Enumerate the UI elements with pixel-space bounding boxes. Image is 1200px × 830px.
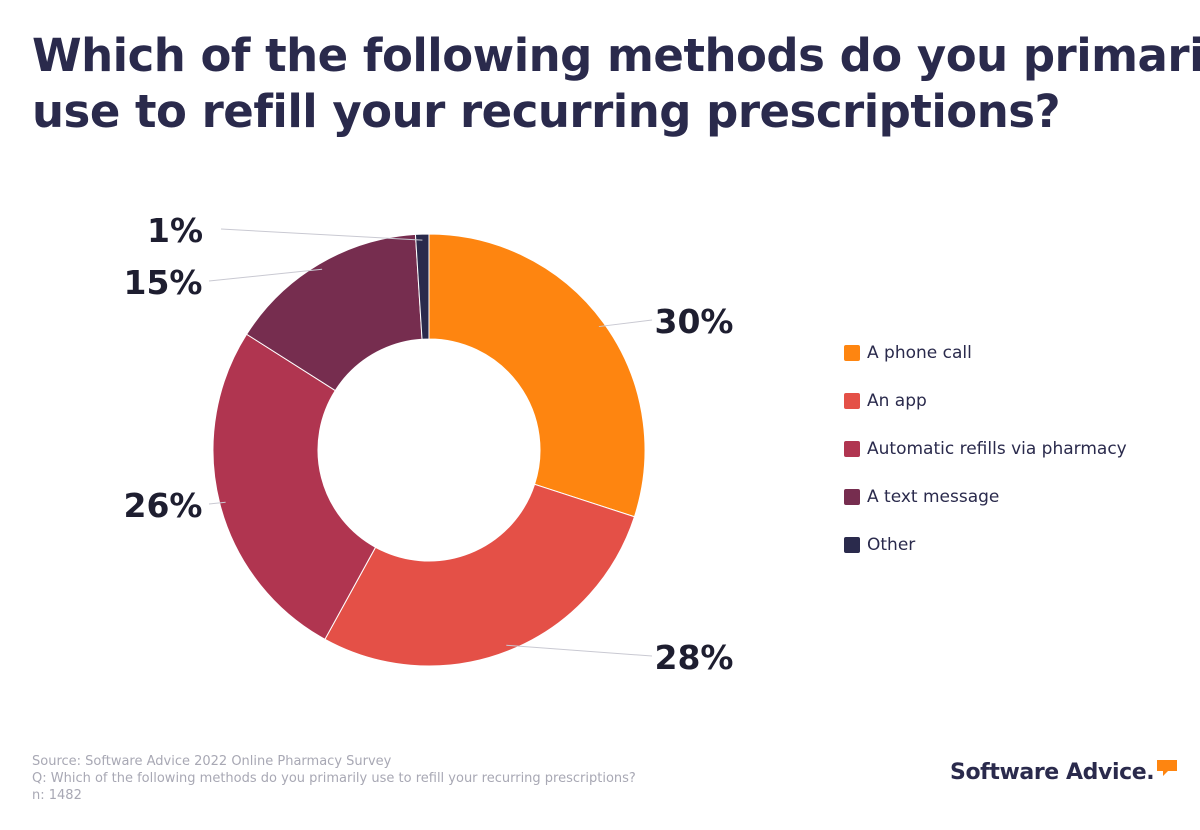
data-label-1: 30% [655,302,734,341]
leader-line-5 [220,228,423,241]
leader-line-1 [598,319,653,328]
data-labels: 30% 28% 26% 15% 1% [124,211,734,677]
donut-slice-4 [245,233,423,392]
legend-item: Other [844,533,1127,557]
legend-item: A phone call [844,341,1127,365]
legend-label: A phone call [867,343,972,363]
legend-label: Automatic refills via pharmacy [867,439,1127,459]
donut-slice-2 [324,483,636,667]
speech-bubble-icon [1157,760,1178,776]
leader-lines [208,228,653,657]
source-notes: Source: Software Advice 2022 Online Phar… [32,753,636,804]
data-label-5: 1% [147,211,203,250]
data-label-4: 15% [124,263,203,302]
chart-title: Which of the following methods do you pr… [32,28,1200,140]
legend-swatch [844,441,860,457]
donut-slice-5 [414,233,430,340]
leader-line-4 [208,268,323,282]
legend-swatch [844,393,860,409]
brand-logo: Software Advice. [950,758,1178,788]
chart-title-line-2: use to refill your recurring prescriptio… [32,85,1061,138]
source-note: Source: Software Advice 2022 Online Phar… [32,754,392,769]
legend-label: A text message [867,487,1000,507]
legend: A phone call An app Automatic refills via … [844,341,1127,581]
data-label-3: 26% [124,486,203,525]
leader-line-2 [506,644,653,657]
chart-title-line-1: Which of the following methods do you pr… [32,29,1200,82]
donut-slices [212,233,646,667]
legend-label: Other [867,535,916,555]
legend-swatch [844,537,860,553]
donut-slice-3 [212,333,377,640]
donut-slice-1 [428,233,646,518]
brand-name: Software Advice. [950,760,1155,785]
sample-size-note: n: 1482 [32,788,82,803]
legend-swatch [844,489,860,505]
legend-label: An app [867,391,927,411]
legend-item: An app [844,389,1127,413]
leader-line-3 [208,501,226,505]
legend-item: Automatic refills via pharmacy [844,437,1127,461]
legend-swatch [844,345,860,361]
legend-item: A text message [844,485,1127,509]
question-note: Q: Which of the following methods do you… [32,771,636,786]
data-label-2: 28% [655,638,734,677]
